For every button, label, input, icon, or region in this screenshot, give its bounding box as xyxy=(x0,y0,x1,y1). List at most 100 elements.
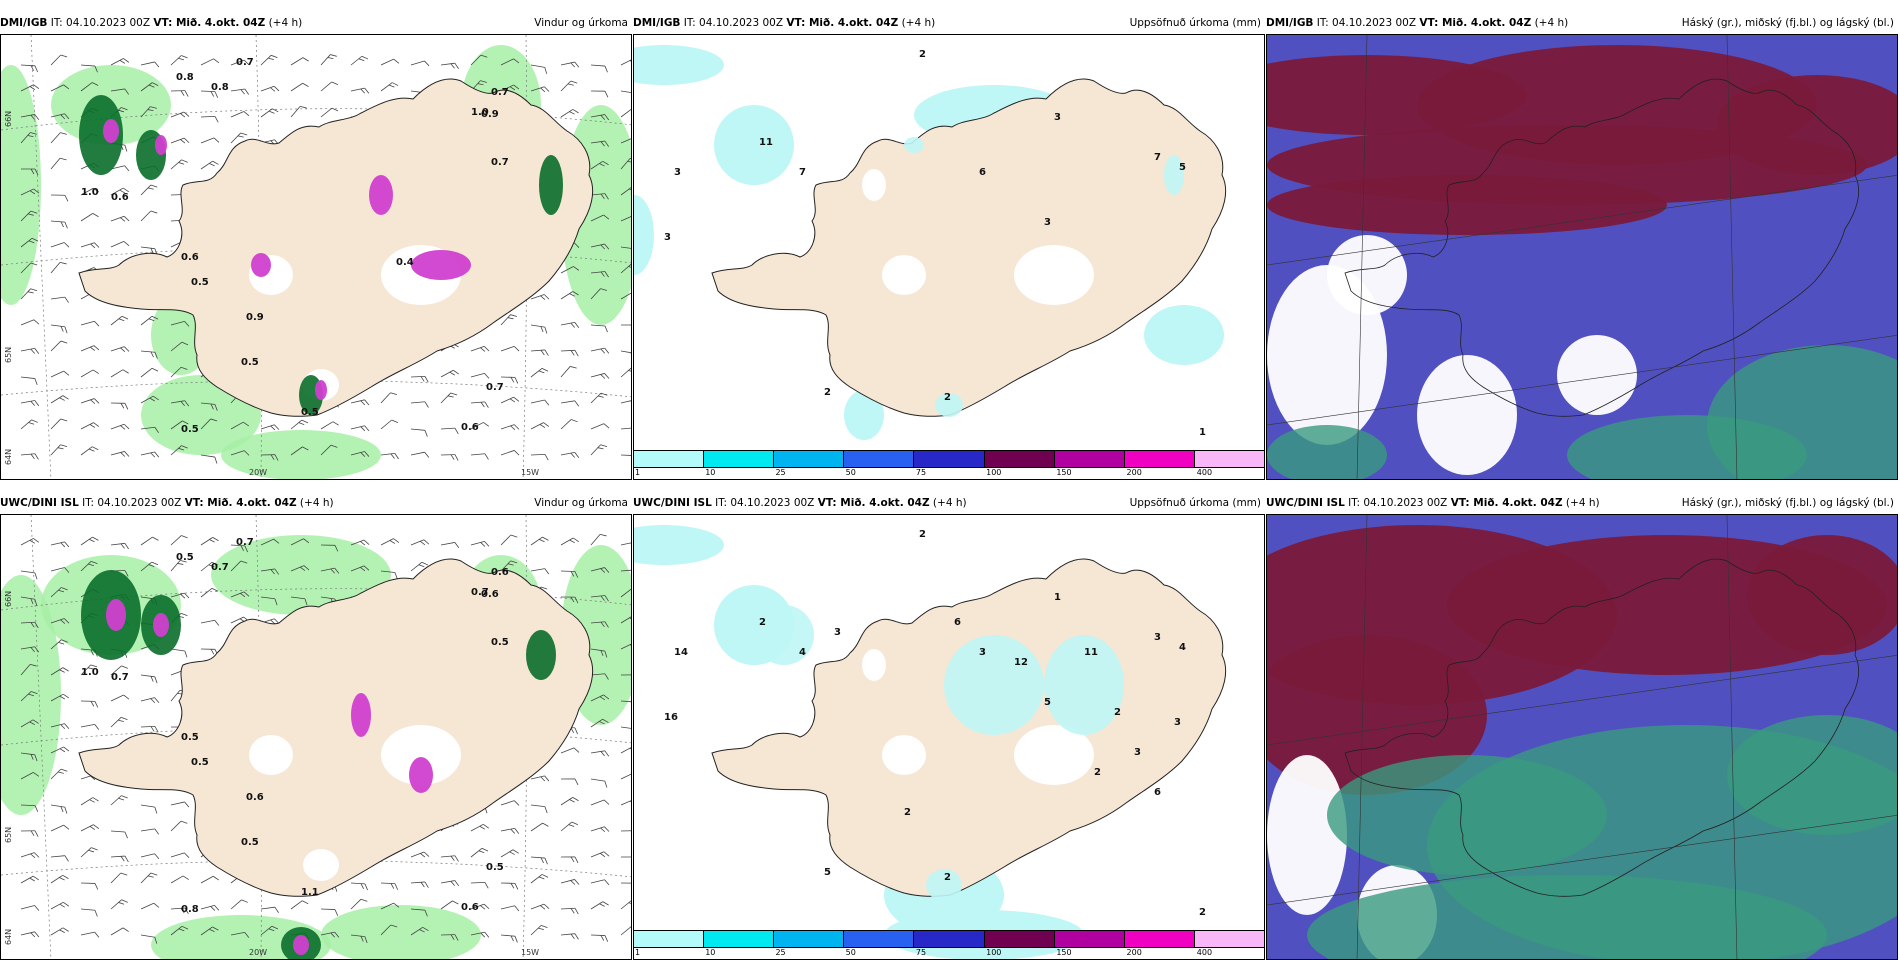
colorbar-swatch xyxy=(774,451,844,467)
colorbar-swatch xyxy=(704,451,774,467)
colorbar-tick-label: 400 xyxy=(1197,948,1212,957)
precip-intense-cell xyxy=(293,935,309,955)
contour-value-label: 11 xyxy=(759,137,773,148)
contour-value-label: 6 xyxy=(954,617,961,628)
map-frame xyxy=(1266,514,1898,960)
snow-patch-cell xyxy=(862,169,886,201)
wind-precip-panel: DMI/IGB IT: 04.10.2023 00Z VT: Mið. 4.ok… xyxy=(0,12,632,480)
contour-value-label: 2 xyxy=(919,529,926,540)
valid-time: VT: Mið. 4.okt. 04Z xyxy=(153,17,265,29)
init-time: IT: 04.10.2023 00Z xyxy=(1317,17,1416,29)
colorbar-swatch xyxy=(634,931,704,947)
precip-heavy-cell xyxy=(539,155,563,215)
contour-value-label: 0.5 xyxy=(191,277,209,288)
precip-intense-cell xyxy=(351,693,371,737)
panel-header: UWC/DINI ISL IT: 04.10.2023 00Z VT: Mið.… xyxy=(1266,492,1898,514)
contour-value-label: 4 xyxy=(1179,642,1186,653)
colorbar-tick-label: 1 xyxy=(635,948,640,957)
contour-value-label: 0.7 xyxy=(211,562,229,573)
colorbar-tick-label: 50 xyxy=(846,468,856,477)
panel-header: UWC/DINI ISL IT: 04.10.2023 00Z VT: Mið.… xyxy=(0,492,632,514)
contour-value-label: 0.6 xyxy=(461,902,479,913)
contour-value-label: 0.7 xyxy=(491,157,509,168)
colorbar-swatch xyxy=(1125,451,1195,467)
contour-value-label: 2 xyxy=(919,49,926,60)
panel-title: Uppsöfnuð úrkoma (mm) xyxy=(1130,492,1261,514)
contour-value-label: 1.0 xyxy=(471,107,489,118)
contour-value-label: 5 xyxy=(824,867,831,878)
precip-intense-cell xyxy=(155,135,167,155)
cloud-gap-cell xyxy=(1557,335,1637,415)
snow-patch-cell xyxy=(862,649,886,681)
colorbar-swatch xyxy=(914,931,984,947)
model-source: DMI/IGB xyxy=(633,17,680,29)
contour-value-label: 3 xyxy=(1174,717,1181,728)
contour-value-label: 0.5 xyxy=(491,637,509,648)
colorbar-tick-label: 10 xyxy=(705,468,715,477)
model-source: UWC/DINI ISL xyxy=(633,497,712,509)
colorbar-tick-label: 200 xyxy=(1127,948,1142,957)
colorbar-tick-label: 150 xyxy=(1056,948,1071,957)
cloud-map-svg xyxy=(1267,35,1898,480)
lead-time: (+4 h) xyxy=(300,497,334,509)
contour-value-label: 0.7 xyxy=(486,382,504,393)
precip-intense-cell xyxy=(409,757,433,793)
contour-value-label: 7 xyxy=(1154,152,1161,163)
valid-time: VT: Mið. 4.okt. 04Z xyxy=(818,497,930,509)
contour-value-label: 0.5 xyxy=(241,357,259,368)
contour-value-label: 16 xyxy=(664,712,678,723)
contour-value-label: 3 xyxy=(1044,217,1051,228)
contour-value-label: 2 xyxy=(904,807,911,818)
panel-header: DMI/IGB IT: 04.10.2023 00Z VT: Mið. 4.ok… xyxy=(0,12,632,34)
colorbar-tick-label: 25 xyxy=(775,468,785,477)
coord-tick: 65N xyxy=(4,347,13,363)
colorbar-swatch xyxy=(914,451,984,467)
init-time: IT: 04.10.2023 00Z xyxy=(684,17,783,29)
precip-intense-cell xyxy=(153,613,169,637)
accum-onland-cell xyxy=(904,137,924,153)
model-source: UWC/DINI ISL xyxy=(0,497,79,509)
colorbar-tick-label: 50 xyxy=(846,948,856,957)
contour-value-label: 0.7 xyxy=(111,672,129,683)
contour-value-label: 0.5 xyxy=(301,407,319,418)
colorbar-swatch xyxy=(704,931,774,947)
cloud-gap-cell xyxy=(1417,355,1517,475)
snow-patch-cell xyxy=(882,735,926,775)
cloud-gap-cell xyxy=(1267,755,1347,915)
contour-value-label: 0.7 xyxy=(491,87,509,98)
contour-value-label: 0.5 xyxy=(181,732,199,743)
panel-title: Háský (gr.), miðský (fj.bl.) og lágský (… xyxy=(1682,492,1894,514)
cloud-low-cell xyxy=(1327,755,1607,875)
contour-value-label: 2 xyxy=(944,872,951,883)
lead-time: (+4 h) xyxy=(902,17,936,29)
accum-precip-panel: DMI/IGB IT: 04.10.2023 00Z VT: Mið. 4.ok… xyxy=(633,12,1265,480)
contour-value-label: 4 xyxy=(799,647,806,658)
panel-header: DMI/IGB IT: 04.10.2023 00Z VT: Mið. 4.ok… xyxy=(1266,12,1898,34)
contour-value-label: 3 xyxy=(1134,747,1141,758)
panel-header: DMI/IGB IT: 04.10.2023 00Z VT: Mið. 4.ok… xyxy=(633,12,1265,34)
contour-value-label: 3 xyxy=(1054,112,1061,123)
contour-value-label: 3 xyxy=(979,647,986,658)
contour-value-label: 12 xyxy=(1014,657,1028,668)
colorbar-tick-label: 75 xyxy=(916,948,926,957)
lead-time: (+4 h) xyxy=(1535,17,1569,29)
model-source: DMI/IGB xyxy=(1266,17,1313,29)
contour-value-label: 2 xyxy=(1094,767,1101,778)
coord-tick: 66N xyxy=(4,591,13,607)
wind-precip-panel: UWC/DINI ISL IT: 04.10.2023 00Z VT: Mið.… xyxy=(0,492,632,960)
panel-title: Háský (gr.), miðský (fj.bl.) og lágský (… xyxy=(1682,12,1894,34)
precip-intense-cell xyxy=(251,253,271,277)
colorbar-swatch xyxy=(844,931,914,947)
precip-colorbar xyxy=(633,450,1265,468)
map-frame xyxy=(1266,34,1898,480)
contour-value-label: 11 xyxy=(1084,647,1098,658)
lead-time: (+4 h) xyxy=(1566,497,1600,509)
panel-title: Vindur og úrkoma xyxy=(534,492,628,514)
init-time: IT: 04.10.2023 00Z xyxy=(51,17,150,29)
accum-precip-panel: UWC/DINI ISL IT: 04.10.2023 00Z VT: Mið.… xyxy=(633,492,1265,960)
